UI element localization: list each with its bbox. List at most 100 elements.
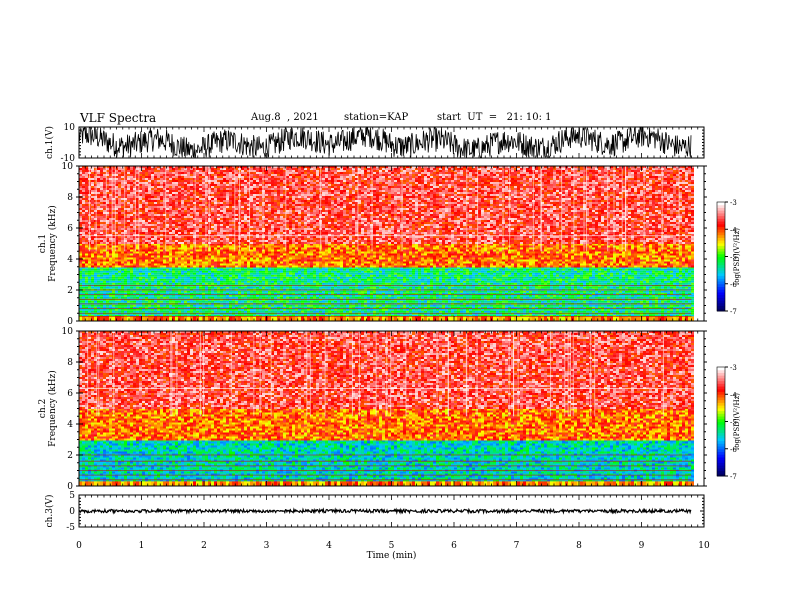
ch1-spectrogram-cell <box>469 298 472 301</box>
ch1-spectrogram-cell <box>415 308 418 311</box>
ch1-spectrogram-cell <box>340 296 343 299</box>
ch1-spectrogram-cell <box>286 298 289 301</box>
ch1-spectrogram-cell <box>277 304 280 307</box>
ch1-spectrogram-cell <box>214 274 217 277</box>
ch1-spectrogram-cell <box>412 292 415 295</box>
ch1-spectrogram-cell <box>589 278 592 281</box>
ch1-spectrogram-cell <box>586 310 589 313</box>
ch1-spectrogram-cell <box>163 294 166 297</box>
ch1-spectrogram-cell <box>598 282 601 285</box>
ch1-spectrogram-cell <box>100 296 103 299</box>
ch1-spectrogram-cell <box>295 312 298 315</box>
figure-title: VLF Spectra <box>80 111 156 125</box>
ch1-spectrogram-cell <box>163 268 166 271</box>
ch1-spectrogram-cell <box>298 266 301 269</box>
ch1-spectrogram-cell <box>499 314 502 317</box>
ch1-spectrogram-cell <box>175 304 178 307</box>
ch1-spectrogram-cell <box>649 300 652 303</box>
ch1-spectrogram-cell <box>304 280 307 283</box>
ch1-spectrogram-cell <box>595 290 598 293</box>
ch1-spectrogram-cell <box>364 294 367 297</box>
ch1-spectrogram-cell <box>340 272 343 275</box>
ch1-spectrogram-cell <box>667 308 670 311</box>
ch1-spectrogram-cell <box>463 292 466 295</box>
ch1-spectrogram-cell <box>508 308 511 311</box>
ch1-spectrogram-cell <box>565 266 568 269</box>
ch1-spectrogram-cell <box>460 292 463 295</box>
ch1-spectrogram-cell <box>451 298 454 301</box>
ch1-spectrogram-cell <box>178 268 181 271</box>
ch1-spectrogram-cell <box>91 270 94 273</box>
ch1-spectrogram-cell <box>403 284 406 287</box>
ch1-spectrogram-cell <box>439 278 442 281</box>
ch1-spectrogram-cell <box>538 292 541 295</box>
ch1-spectrogram-cell <box>163 282 166 285</box>
ch1-spectrogram-cell <box>220 268 223 271</box>
ch1-spectrogram-cell <box>406 284 409 287</box>
ch1-spectrogram-cell <box>502 300 505 303</box>
ch1-spectrogram-cell <box>244 280 247 283</box>
ch1-spectrogram-cell <box>235 278 238 281</box>
ch1-spectrogram-cell <box>187 306 190 309</box>
ch1-spectrogram-cell <box>259 296 262 299</box>
ch1-spectrogram-cell <box>574 296 577 299</box>
ch1-spectrogram-cell <box>136 290 139 293</box>
ch1-spectrogram-cell <box>319 286 322 289</box>
ch1-spectrogram-cell <box>313 284 316 287</box>
ch1-spectrogram-cell <box>541 278 544 281</box>
ch1-spectrogram-cell <box>145 286 148 289</box>
ch1-spectrogram-cell <box>358 312 361 315</box>
ch1-spectrogram-cell <box>325 292 328 295</box>
ch1-spectrogram-cell <box>304 272 307 275</box>
ch1-spectrogram-cell <box>244 314 247 317</box>
ch1-spectrogram-cell <box>604 274 607 277</box>
ch1-spectrogram-cell <box>646 300 649 303</box>
ch1-spectrogram-cell <box>304 276 307 279</box>
ch1-spectrogram-cell <box>514 314 517 317</box>
ch1-spectrogram-cell <box>169 292 172 295</box>
ch1-spectrogram-cell <box>349 270 352 273</box>
ch1-spectrogram-cell <box>397 268 400 271</box>
ch1-spectrogram-cell <box>340 280 343 283</box>
ch1-spectrogram-cell <box>133 280 136 283</box>
ch1-spectrogram-cell <box>139 280 142 283</box>
ch1-spectrogram-cell <box>136 310 139 313</box>
ch1-spectrogram-cell <box>133 308 136 311</box>
ch1-spectrogram-cell <box>157 268 160 271</box>
ch1-spectrogram-cell <box>625 300 628 303</box>
ch1-spectrogram-cell <box>310 298 313 301</box>
ch1-spectrogram-cell <box>343 294 346 297</box>
ch1-spectrogram-cell <box>427 304 430 307</box>
ch1-spectrogram-cell <box>388 298 391 301</box>
ch1-spectrogram-cell <box>82 270 85 273</box>
ch1-spectrogram-cell <box>160 294 163 297</box>
ch1-spectrogram-cell <box>646 290 649 293</box>
ch1-spectrogram-cell <box>469 310 472 313</box>
ch1-spectrogram-cell <box>625 276 628 279</box>
ch1-spectrogram-cell <box>595 268 598 271</box>
ch1-spectrogram-cell <box>97 300 100 303</box>
ch1-spectrogram-cell <box>298 310 301 313</box>
ch1-spectrogram-cell <box>517 298 520 301</box>
ch1-spectrogram-cell <box>607 270 610 273</box>
ch1-spectrogram-cell <box>523 266 526 269</box>
ch1-spectrogram-cell <box>226 294 229 297</box>
ch1-spectrogram-cell <box>643 300 646 303</box>
ch1-spectrogram-cell <box>289 274 292 277</box>
ch1-spectrogram-cell <box>133 282 136 285</box>
ch1-spectrogram-cell <box>235 270 238 273</box>
ch1-spectrogram-cell <box>397 270 400 273</box>
ch1-spectrogram-cell <box>505 278 508 281</box>
ch1-spectrogram-cell <box>298 290 301 293</box>
ch1-spectrogram-cell <box>334 284 337 287</box>
ch1-spectrogram-cell <box>424 272 427 275</box>
ch1-spectrogram-cell <box>118 276 121 279</box>
ch1-spectrogram-cell <box>463 308 466 311</box>
ch1-spectrogram-cell <box>574 298 577 301</box>
ch1-spectrogram-cell <box>565 278 568 281</box>
ch1-spectrogram-cell <box>100 276 103 279</box>
ch1-spectrogram-cell <box>163 298 166 301</box>
ch1-spectrogram-cell <box>553 304 556 307</box>
ch1-spectrogram-cell <box>88 290 91 293</box>
ch1-spectrogram-cell <box>571 290 574 293</box>
